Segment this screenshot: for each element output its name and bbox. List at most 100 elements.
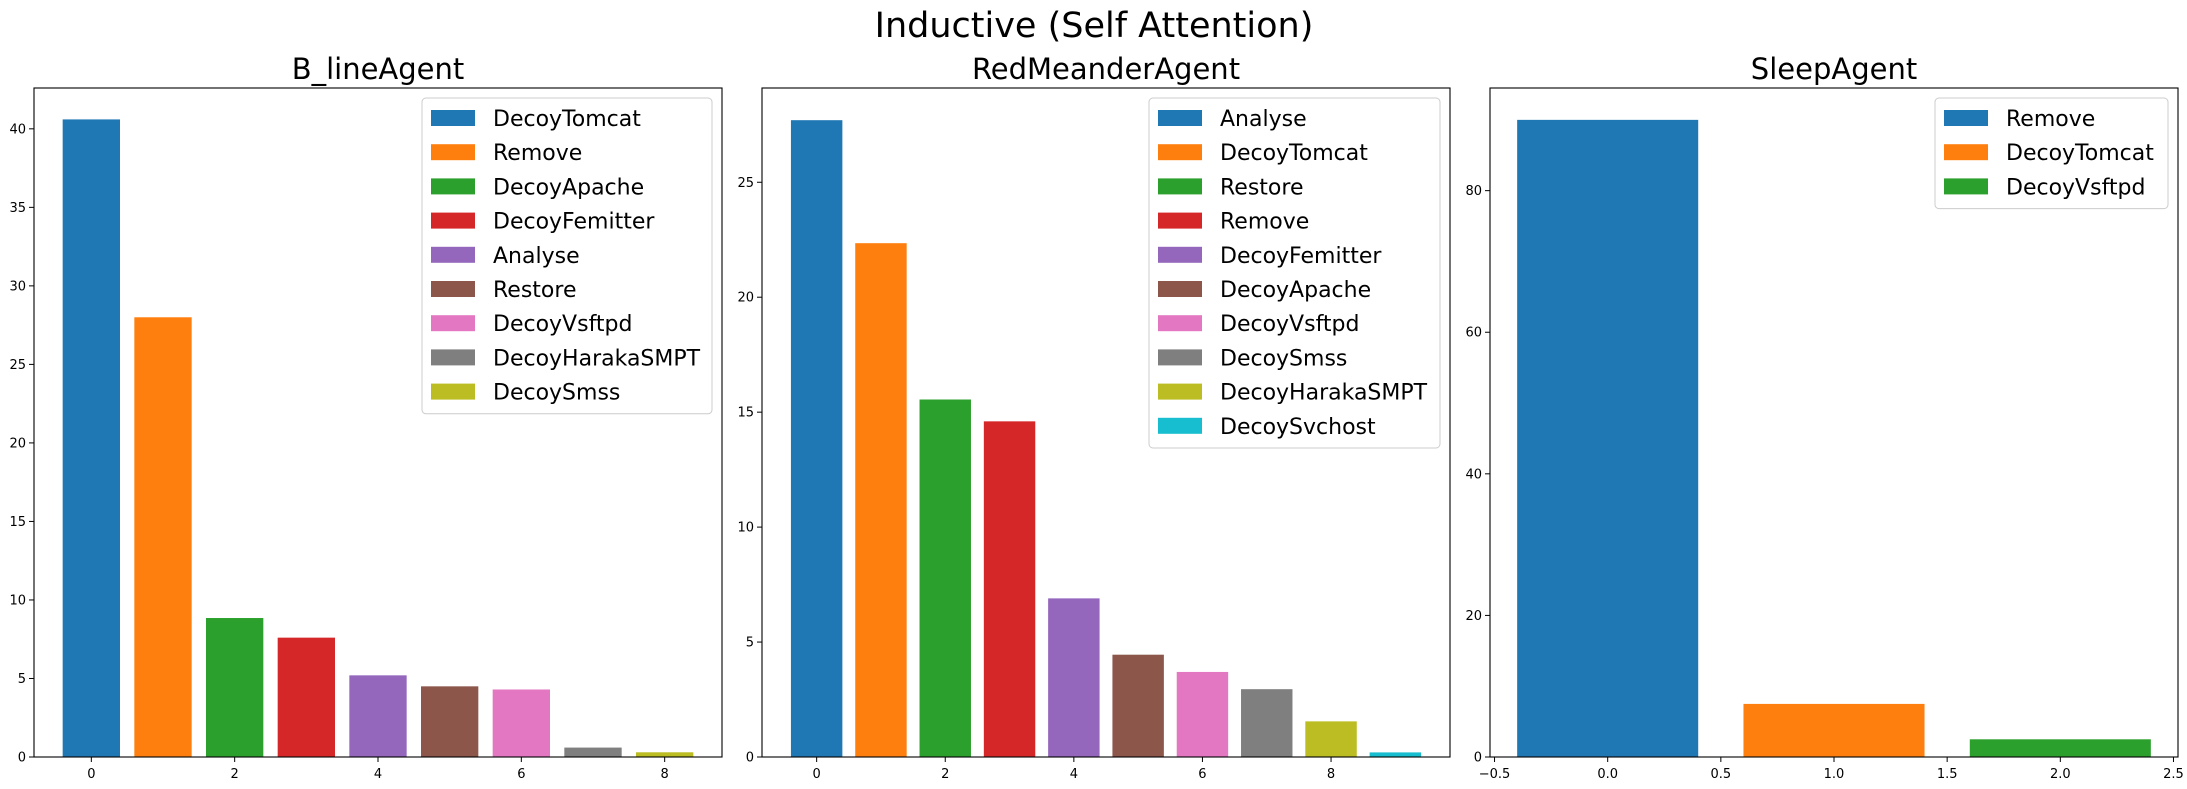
legend-swatch [1158,281,1202,297]
bar-DecoyHarakaSMPT [1305,721,1357,757]
x-tick-label: 0 [813,767,821,782]
bar-DecoyTomcat [1743,703,1925,757]
legend-swatch [1158,178,1202,195]
legend-entry: Remove [1220,210,1309,235]
y-tick-label: 40 [1465,467,1482,482]
legend-swatch [1944,178,1988,195]
bar-Analyse [349,675,407,757]
x-tick-label: 8 [1327,767,1335,782]
bar-DecoyTomcat [855,243,907,757]
x-tick-label: 0 [87,767,95,782]
legend-swatch [1158,349,1202,366]
bar-DecoyApache [206,618,264,757]
legend-swatch [431,315,475,332]
x-tick-label: 2 [941,767,949,782]
legend-entry: DecoyVsftpd [1220,312,1359,337]
bar-Remove [983,421,1036,757]
chart-panel-1: 0 2 4 6 8 0 5 10 15 20 25 RedMeanderAgent Analyse Dec… [737,52,1451,782]
legend-swatch [1158,110,1202,126]
legend-entry: Restore [1220,175,1303,200]
legend-swatch [1944,110,1988,126]
bar-Remove [1517,119,1699,758]
y-tick-label: 60 [1465,326,1482,341]
x-tick-label: 2 [231,767,239,782]
y-tick-label: 35 [9,201,26,216]
bar-DecoySvchost [1369,752,1422,757]
x-tick-label: 0.0 [1597,767,1618,782]
bar-DecoySmss [1241,689,1293,757]
plot-frame [761,87,1451,758]
legend-entry: Analyse [1220,107,1307,132]
x-tick-label: 6 [517,767,525,782]
legend-entry: DecoyApache [1220,278,1371,303]
legend-box [1934,97,2169,210]
legend-swatch [431,281,475,297]
legend-swatch [431,178,475,195]
legend-entry: Restore [493,278,576,303]
y-tick-label: 20 [737,291,754,306]
panels: 0 2 4 6 80510152025303540B_lineAgentDecoyTom… [9,52,2183,782]
legend-entry: DecoyVsftpd [493,312,632,337]
panel-title: SleepAgent [1751,52,1917,86]
y-tick-label: 20 [1465,609,1482,624]
legend-entry: DecoySvchost [1220,415,1376,440]
y-tick-label: 0 [1474,751,1482,766]
y-tick-label: 30 [9,279,26,294]
y-tick-label: 10 [9,593,26,608]
bar-Remove [134,317,192,757]
x-tick-label: 4 [1070,767,1078,782]
legend-entry: Remove [2006,107,2095,132]
y-tick-label: 0 [746,751,754,766]
legend-swatch [1158,212,1202,229]
legend-swatch [431,110,475,126]
x-tick-label: 0.5 [1710,767,1731,782]
legend-entry: DecoyFemitter [1220,244,1382,269]
x-tick-label: 4 [374,767,382,782]
y-tick-label: 0 [18,751,26,766]
bar-DecoyVsftpd [1176,671,1229,757]
chart-panel-2: −0.5 0.0 0.5 1.0 1.5 2.0 2.5 0 20 40 60 80 SleepAgen… [1465,52,2183,782]
legend-box [421,97,713,415]
x-tick-label: −0.5 [1479,767,1511,782]
legend-entry: DecoyTomcat [2006,141,2154,166]
legend-swatch [1944,144,1988,161]
legend-swatch [431,212,475,229]
x-tick-label: 1.5 [1937,767,1958,782]
legend-entry: DecoySmss [1220,346,1347,371]
y-tick-label: 5 [746,636,754,651]
legend-swatch [1158,417,1202,434]
legend-swatch [431,349,475,366]
bar-Restore [421,686,479,757]
y-tick-label: 40 [9,122,26,137]
bar-DecoyApache [1112,654,1164,757]
bar-DecoyFemitter [277,637,335,757]
x-tick-label: 8 [661,767,669,782]
bar-DecoyTomcat [62,119,120,757]
legend-entry: Analyse [493,244,580,269]
y-tick-label: 80 [1465,184,1482,199]
x-tick-label: 2.5 [2163,767,2184,782]
y-tick-label: 15 [737,406,754,421]
panel-title: RedMeanderAgent [972,52,1240,86]
legend-entry: DecoyHarakaSMPT [1220,381,1428,406]
legend-swatch [431,383,475,400]
x-tick-label: 6 [1198,767,1206,782]
y-tick-label: 25 [737,176,754,191]
y-tick-label: 15 [9,515,26,530]
bar-DecoyHarakaSMPT [564,747,622,757]
legend-entry: DecoyTomcat [493,107,641,132]
legend-entry: DecoyApache [493,175,644,200]
bar-DecoyVsftpd [1969,739,2151,757]
legend-entry: Remove [493,141,582,166]
y-tick-label: 25 [9,358,26,373]
legend-swatch [431,144,475,161]
legend-box [1148,97,1441,449]
bar-DecoySmss [636,752,694,757]
y-tick-label: 5 [18,672,26,687]
bar-DecoyVsftpd [492,689,550,757]
legend-swatch [1158,144,1202,161]
legend-entry: DecoyHarakaSMPT [493,346,701,371]
legend-entry: DecoyFemitter [493,210,655,235]
legend-swatch [431,246,475,263]
